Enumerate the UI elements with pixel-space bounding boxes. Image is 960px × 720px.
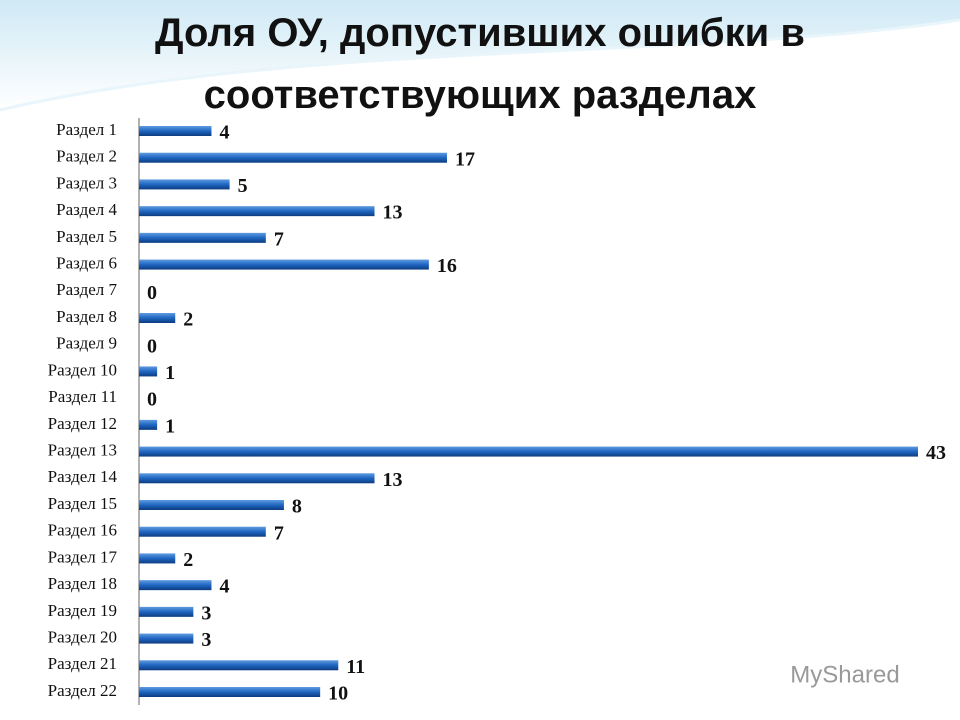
category-label: Раздел 10 (48, 360, 117, 379)
category-label: Раздел 8 (56, 307, 117, 326)
value-label: 1 (165, 415, 175, 437)
value-label: 2 (183, 549, 193, 571)
value-label: 0 (147, 389, 157, 411)
category-label: Раздел 17 (48, 547, 118, 566)
value-label: 8 (292, 496, 302, 518)
bar (139, 526, 266, 537)
category-label: Раздел 7 (56, 280, 117, 299)
value-label: 43 (926, 442, 946, 464)
value-label: 5 (238, 175, 248, 197)
bar (139, 473, 375, 484)
value-label: 4 (219, 122, 229, 144)
value-label: 17 (455, 148, 475, 170)
bar (139, 446, 918, 457)
bar (139, 232, 266, 243)
bar (139, 633, 194, 644)
bar (139, 553, 176, 564)
value-label: 3 (201, 602, 211, 624)
background-wave (0, 0, 960, 110)
watermark: MyShared (790, 661, 899, 688)
bar (139, 580, 212, 591)
category-label: Раздел 15 (48, 494, 117, 513)
value-label: 7 (274, 228, 284, 250)
value-label: 13 (383, 469, 403, 491)
value-label: 0 (147, 282, 157, 304)
value-label: 7 (274, 522, 284, 544)
value-label: 2 (183, 309, 193, 331)
bar (139, 259, 429, 270)
bar (139, 126, 212, 136)
value-label: 1 (165, 362, 175, 384)
category-label: Раздел 5 (56, 227, 117, 246)
bar (139, 206, 375, 217)
category-label: Раздел 6 (56, 253, 117, 272)
bar (139, 687, 321, 697)
value-label: 10 (328, 683, 348, 705)
wave-line (0, 18, 960, 112)
category-label: Раздел 9 (56, 334, 117, 353)
bar (139, 500, 284, 510)
category-label: Раздел 21 (48, 654, 117, 673)
category-label: Раздел 11 (48, 387, 117, 406)
category-label: Раздел 13 (48, 440, 117, 459)
bar (139, 152, 447, 163)
bar (139, 366, 158, 377)
value-label: 0 (147, 335, 157, 357)
bar (139, 313, 176, 323)
category-label: Раздел 1 (56, 120, 117, 139)
value-label: 3 (201, 629, 211, 651)
category-label: Раздел 14 (48, 467, 118, 486)
category-label: Раздел 3 (56, 173, 117, 192)
value-label: 11 (346, 656, 365, 678)
bar (139, 606, 194, 617)
category-label: Раздел 22 (48, 681, 117, 700)
category-label: Раздел 20 (48, 627, 117, 646)
value-label: 13 (383, 202, 403, 224)
bar (139, 660, 339, 671)
category-label: Раздел 4 (56, 200, 117, 219)
category-label: Раздел 16 (48, 521, 117, 540)
category-label: Раздел 18 (48, 574, 117, 593)
category-label: Раздел 12 (48, 414, 117, 433)
value-label: 16 (437, 255, 457, 277)
category-label: Раздел 2 (56, 147, 117, 166)
category-label: Раздел 19 (48, 601, 117, 620)
value-label: 4 (219, 576, 229, 598)
chart-title: Доля ОУ, допустивших ошибки в соответств… (155, 11, 805, 117)
bar (139, 419, 158, 430)
bar (139, 179, 230, 190)
